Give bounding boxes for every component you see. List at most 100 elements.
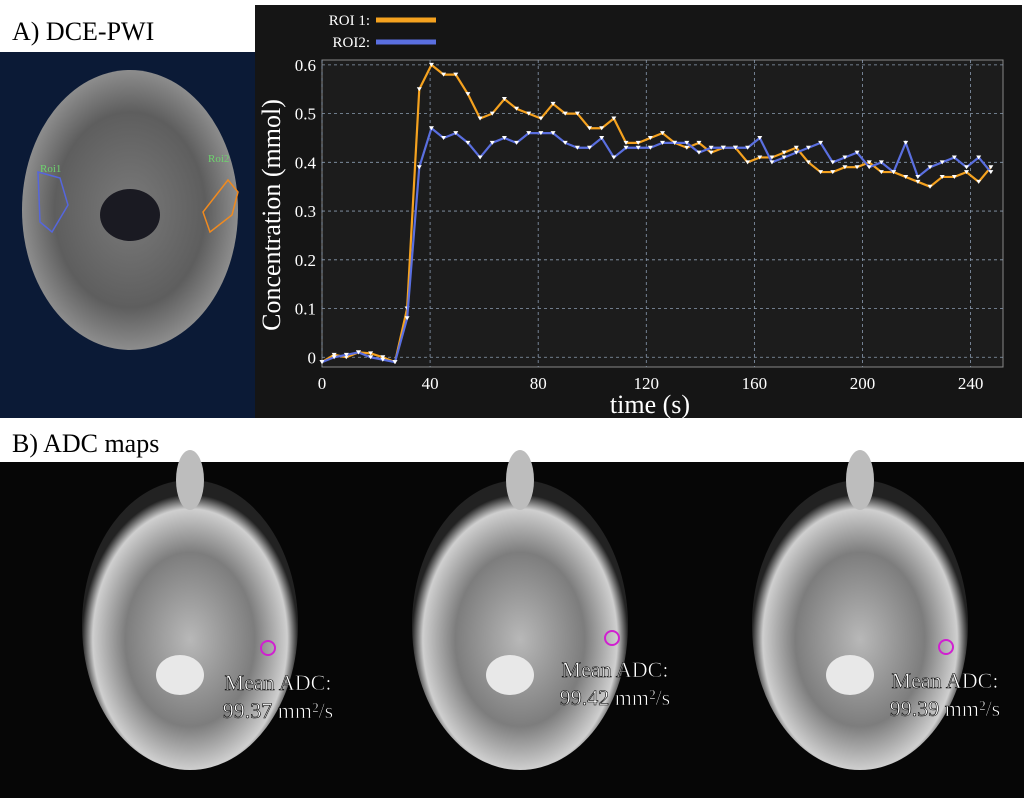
x-tick-label: 0 [318,374,327,393]
y-tick-label: 0.1 [295,300,316,319]
data-point [745,145,751,150]
data-point [489,111,495,116]
data-point [587,126,593,131]
data-point [842,155,848,160]
data-point [988,165,994,170]
data-point [793,150,799,155]
data-point [903,174,909,179]
data-point [720,145,726,150]
data-point [623,145,629,150]
data-point [988,170,994,175]
data-point [404,316,410,321]
data-point [501,96,507,101]
data-point [927,184,933,189]
data-point [964,170,970,175]
data-point [745,160,751,165]
data-point [453,131,459,136]
data-point [781,150,787,155]
data-point [562,140,568,145]
x-tick-label: 200 [850,374,876,393]
data-point [368,355,374,360]
data-point [599,126,605,131]
adc-nose [846,450,874,510]
data-point [526,131,532,136]
data-point [830,160,836,165]
adc-caption: Mean ADC: [892,668,999,693]
adc-value: 99.37 mm²/s [223,698,334,723]
roi-label: Roi1 [40,163,61,175]
panel-b-label: B) ADC maps [12,429,159,458]
legend-label: ROI2: [333,35,371,51]
data-point [891,170,897,175]
x-tick-label: 120 [634,374,660,393]
data-point [939,160,945,165]
data-point [428,62,434,67]
data-point [769,155,775,160]
plot-area [321,59,1004,368]
head-detail [100,189,160,241]
data-point [453,72,459,77]
data-point [878,170,884,175]
roi-outline [37,171,69,234]
data-point [623,140,629,145]
data-point [489,140,495,145]
data-point [611,155,617,160]
data-point [708,150,714,155]
data-point [915,179,921,184]
data-point [611,116,617,121]
data-point [939,174,945,179]
data-point [866,160,872,165]
panel-a-label: A) DCE-PWI [12,17,154,46]
adc-head [412,480,628,770]
adc-maps: Mean ADC: 99.37 mm²/s Mean ADC: 99.42 mm²/s… [82,450,1001,770]
data-point [915,174,921,179]
data-point [647,135,653,140]
data-point [477,116,483,121]
data-point [818,140,824,145]
data-point [878,160,884,165]
y-tick-label: 0.3 [295,202,316,221]
data-point [696,150,702,155]
data-point [805,160,811,165]
data-point [526,111,532,116]
data-point [501,135,507,140]
data-point [964,165,970,170]
roi-outline [202,178,239,234]
data-point [708,145,714,150]
data-point [587,145,593,150]
data-point [818,170,824,175]
data-point [842,165,848,170]
data-point [951,155,957,160]
data-point [976,155,982,160]
data-point [660,131,665,136]
adc-brainstem [486,655,534,695]
data-point [416,165,422,170]
data-point [428,126,434,131]
data-point [854,150,860,155]
x-tick-label: 240 [958,374,984,393]
data-point [684,145,690,150]
legend-label: ROI 1: [329,13,370,29]
adc-brainstem [156,655,204,695]
data-point [903,140,909,145]
data-point [416,87,422,92]
y-tick-label: 0.2 [295,251,316,270]
roi-circle [604,630,620,646]
data-point [599,135,605,140]
adc-caption: Mean ADC: [225,670,332,695]
chart: 0 0.1 0.2 0.3 0.4 0.5 0.6 0 40 80 120 160 200 240 time… [257,13,1004,419]
data-point [951,174,957,179]
data-point [757,155,763,160]
y-tick-label: 0.5 [295,105,316,124]
data-point [392,360,398,365]
data-point [976,179,982,184]
adc-caption: Mean ADC: [562,657,669,682]
data-point [319,360,325,365]
y-axis-label: Concentration (mmol) [257,99,286,331]
adc-value: 99.39 mm²/s [890,696,1001,721]
data-point [331,352,337,357]
x-tick-label: 40 [422,374,439,393]
data-point [684,140,690,145]
data-point [647,145,653,150]
